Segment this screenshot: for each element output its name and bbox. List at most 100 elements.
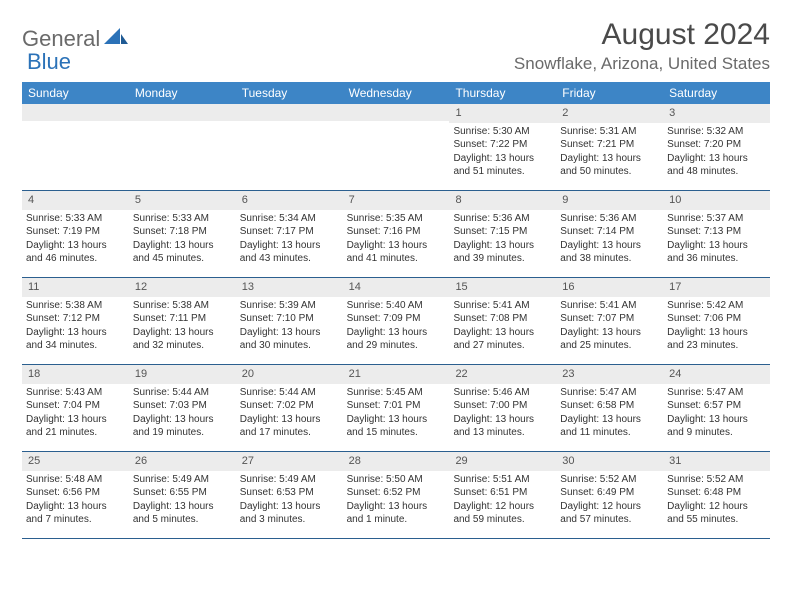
day-number: 30	[556, 452, 663, 471]
sunset-text: Sunset: 7:01 PM	[347, 399, 446, 413]
daylight-text: Daylight: 12 hours and 59 minutes.	[453, 500, 552, 527]
day-cell: 30Sunrise: 5:52 AMSunset: 6:49 PMDayligh…	[556, 452, 663, 538]
sunset-text: Sunset: 7:08 PM	[453, 312, 552, 326]
daylight-text: Daylight: 13 hours and 1 minute.	[347, 500, 446, 527]
sunset-text: Sunset: 7:06 PM	[667, 312, 766, 326]
daylight-text: Daylight: 13 hours and 30 minutes.	[240, 326, 339, 353]
day-cell	[343, 104, 450, 190]
sunset-text: Sunset: 7:17 PM	[240, 225, 339, 239]
sunrise-text: Sunrise: 5:51 AM	[453, 473, 552, 487]
sunset-text: Sunset: 7:15 PM	[453, 225, 552, 239]
day-cell: 15Sunrise: 5:41 AMSunset: 7:08 PMDayligh…	[449, 278, 556, 364]
day-number	[22, 104, 129, 121]
daylight-text: Daylight: 13 hours and 34 minutes.	[26, 326, 125, 353]
sunrise-text: Sunrise: 5:43 AM	[26, 386, 125, 400]
day-number: 22	[449, 365, 556, 384]
daylight-text: Daylight: 12 hours and 57 minutes.	[560, 500, 659, 527]
sunrise-text: Sunrise: 5:39 AM	[240, 299, 339, 313]
day-number: 26	[129, 452, 236, 471]
day-number: 8	[449, 191, 556, 210]
day-number: 27	[236, 452, 343, 471]
daylight-text: Daylight: 13 hours and 15 minutes.	[347, 413, 446, 440]
sunset-text: Sunset: 7:16 PM	[347, 225, 446, 239]
daylight-text: Daylight: 13 hours and 7 minutes.	[26, 500, 125, 527]
daylight-text: Daylight: 13 hours and 29 minutes.	[347, 326, 446, 353]
sunset-text: Sunset: 7:13 PM	[667, 225, 766, 239]
sunset-text: Sunset: 7:07 PM	[560, 312, 659, 326]
sunset-text: Sunset: 7:18 PM	[133, 225, 232, 239]
sunrise-text: Sunrise: 5:45 AM	[347, 386, 446, 400]
day-cell: 10Sunrise: 5:37 AMSunset: 7:13 PMDayligh…	[663, 191, 770, 277]
day-number: 31	[663, 452, 770, 471]
sunset-text: Sunset: 6:48 PM	[667, 486, 766, 500]
day-cell: 7Sunrise: 5:35 AMSunset: 7:16 PMDaylight…	[343, 191, 450, 277]
day-number: 1	[449, 104, 556, 123]
daylight-text: Daylight: 13 hours and 48 minutes.	[667, 152, 766, 179]
day-number: 11	[22, 278, 129, 297]
sunset-text: Sunset: 7:19 PM	[26, 225, 125, 239]
sunset-text: Sunset: 6:52 PM	[347, 486, 446, 500]
day-number: 10	[663, 191, 770, 210]
day-cell: 2Sunrise: 5:31 AMSunset: 7:21 PMDaylight…	[556, 104, 663, 190]
daylight-text: Daylight: 13 hours and 32 minutes.	[133, 326, 232, 353]
daylight-text: Daylight: 13 hours and 27 minutes.	[453, 326, 552, 353]
daylight-text: Daylight: 13 hours and 39 minutes.	[453, 239, 552, 266]
day-cell: 11Sunrise: 5:38 AMSunset: 7:12 PMDayligh…	[22, 278, 129, 364]
dow-wednesday: Wednesday	[343, 82, 450, 104]
sunset-text: Sunset: 7:11 PM	[133, 312, 232, 326]
daylight-text: Daylight: 12 hours and 55 minutes.	[667, 500, 766, 527]
day-number: 12	[129, 278, 236, 297]
day-number: 21	[343, 365, 450, 384]
day-cell: 17Sunrise: 5:42 AMSunset: 7:06 PMDayligh…	[663, 278, 770, 364]
sunset-text: Sunset: 6:55 PM	[133, 486, 232, 500]
daylight-text: Daylight: 13 hours and 51 minutes.	[453, 152, 552, 179]
day-number: 16	[556, 278, 663, 297]
sunset-text: Sunset: 7:02 PM	[240, 399, 339, 413]
sunset-text: Sunset: 7:04 PM	[26, 399, 125, 413]
week-row: 4 Sunrise: 5:33 AMSunset: 7:19 PM Daylight…	[22, 191, 770, 278]
daylight-text: Daylight: 13 hours and 9 minutes.	[667, 413, 766, 440]
sunrise-text: Sunrise: 5:32 AM	[667, 125, 766, 139]
sunrise-text: Sunrise: 5:47 AM	[560, 386, 659, 400]
sunrise-text: Sunrise: 5:41 AM	[453, 299, 552, 313]
day-number: 14	[343, 278, 450, 297]
sunset-text: Sunset: 7:10 PM	[240, 312, 339, 326]
sunrise-text: Sunrise: 5:38 AM	[133, 299, 232, 313]
sunrise-text: Sunrise: 5:40 AM	[347, 299, 446, 313]
sunset-text: Sunset: 7:22 PM	[453, 138, 552, 152]
sunset-text: Sunset: 7:14 PM	[560, 225, 659, 239]
day-cell: 26Sunrise: 5:49 AMSunset: 6:55 PMDayligh…	[129, 452, 236, 538]
month-title: August 2024	[514, 18, 770, 52]
daylight-text: Daylight: 13 hours and 43 minutes.	[240, 239, 339, 266]
location: Snowflake, Arizona, United States	[514, 54, 770, 74]
daylight-text: Daylight: 13 hours and 21 minutes.	[26, 413, 125, 440]
day-cell: 19Sunrise: 5:44 AMSunset: 7:03 PMDayligh…	[129, 365, 236, 451]
day-cell	[22, 104, 129, 190]
daylight-text: Daylight: 13 hours and 38 minutes.	[560, 239, 659, 266]
week-row: 11Sunrise: 5:38 AMSunset: 7:12 PMDayligh…	[22, 278, 770, 365]
day-cell: 8 Sunrise: 5:36 AMSunset: 7:15 PMDaylight…	[449, 191, 556, 277]
sunrise-text: Sunrise: 5:30 AM	[453, 125, 552, 139]
sunrise-text: Sunrise: 5:36 AM	[453, 212, 552, 226]
day-number	[236, 104, 343, 121]
sunset-text: Sunset: 7:09 PM	[347, 312, 446, 326]
daylight-text: Daylight: 13 hours and 36 minutes.	[667, 239, 766, 266]
day-cell: 12 Sunrise: 5:38 AMSunset: 7:11 PMDayligh…	[129, 278, 236, 364]
day-cell	[236, 104, 343, 190]
day-number: 4	[22, 191, 129, 210]
sunrise-text: Sunrise: 5:52 AM	[667, 473, 766, 487]
calendar: SundayMondayTuesdayWednesdayThursdayFrid…	[22, 82, 770, 539]
sunset-text: Sunset: 7:03 PM	[133, 399, 232, 413]
dow-monday: Monday	[129, 82, 236, 104]
sunrise-text: Sunrise: 5:33 AM	[26, 212, 125, 226]
sunrise-text: Sunrise: 5:34 AM	[240, 212, 339, 226]
sunset-text: Sunset: 6:53 PM	[240, 486, 339, 500]
dow-friday: Friday	[556, 82, 663, 104]
day-number: 19	[129, 365, 236, 384]
day-number: 29	[449, 452, 556, 471]
day-cell: 6Sunrise: 5:34 AMSunset: 7:17 PMDaylight…	[236, 191, 343, 277]
sunrise-text: Sunrise: 5:48 AM	[26, 473, 125, 487]
daylight-text: Daylight: 13 hours and 11 minutes.	[560, 413, 659, 440]
sunset-text: Sunset: 7:20 PM	[667, 138, 766, 152]
sunrise-text: Sunrise: 5:50 AM	[347, 473, 446, 487]
